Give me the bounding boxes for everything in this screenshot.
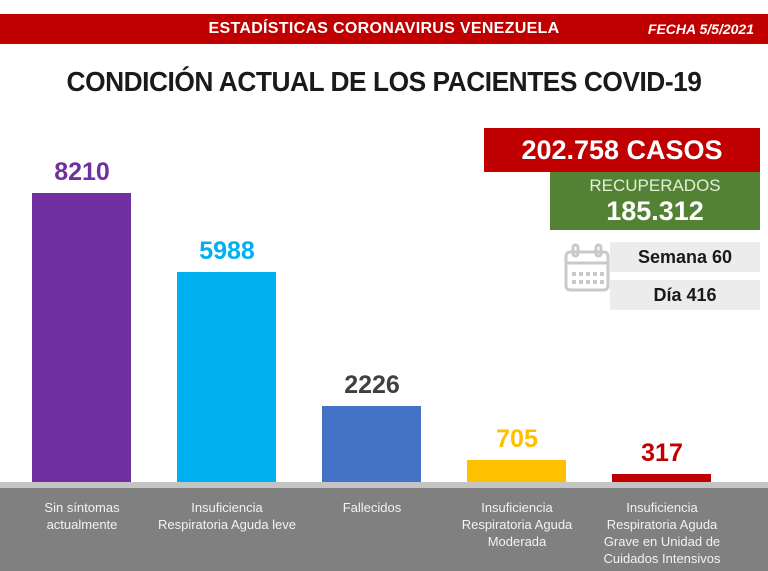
total-cases-value: 202.758 CASOS: [521, 134, 723, 165]
category-label-line: actualmente: [46, 517, 118, 532]
category-label: Sin síntomas actualmente: [10, 499, 155, 533]
banner-title: ESTADÍSTICAS CORONAVIRUS VENEZUELA: [208, 20, 560, 37]
category-label-line: Respiratoria Aguda: [461, 517, 573, 532]
week-panel: Semana 60: [610, 242, 760, 272]
bar-value-label: 317: [641, 439, 683, 467]
category-label-line: Fallecidos: [342, 500, 402, 515]
category-label-line: Grave en Unidad de: [603, 534, 721, 549]
category-label: Insuficiencia Respiratoria Aguda Moderada: [445, 499, 590, 550]
x-axis-line: [0, 482, 768, 488]
category-label-line: Insuficiencia: [626, 500, 698, 515]
category-label: Insuficiencia Respiratoria Aguda leve: [155, 499, 300, 533]
category-label-line: Moderada: [487, 534, 547, 549]
category-label-line: Sin síntomas: [44, 500, 120, 515]
category-axis-band: Sin síntomas actualmente Insuficiencia Resp…: [0, 488, 768, 571]
week-label: Semana 60: [637, 246, 733, 267]
chart-bar: [612, 474, 711, 485]
calendar-icon: [560, 240, 614, 298]
category-label-line: Cuidados Intensivos: [603, 551, 721, 566]
page-title: CONDICIÓN ACTUAL DE LOS PACIENTES COVID-…: [66, 66, 702, 97]
category-label: Insuficiencia Respiratoria Aguda Grave en …: [590, 499, 735, 567]
bar-value-label: 705: [496, 425, 538, 453]
day-label: Día 416: [653, 284, 717, 305]
category-label-line: Respiratoria Aguda: [606, 517, 718, 532]
top-banner: ESTADÍSTICAS CORONAVIRUS VENEZUELA FECHA…: [0, 14, 768, 44]
bar-value-label: 5988: [199, 237, 255, 265]
recovered-value: 185.312: [606, 196, 704, 226]
bar-value-label: 8210: [54, 158, 110, 186]
category-label-line: Respiratoria Aguda leve: [157, 517, 297, 532]
bar-chart: 8210 5988 2226 705 317: [32, 158, 711, 485]
chart-bar: [32, 193, 131, 485]
category-label-line: Insuficiencia: [481, 500, 553, 515]
total-cases-panel: 202.758 CASOS: [484, 128, 760, 172]
recovered-panel: RECUPERADOS 185.312: [550, 172, 760, 230]
category-label: Fallecidos: [300, 499, 445, 516]
chart-bar: [467, 460, 566, 485]
banner-date: FECHA 5/5/2021: [647, 21, 754, 37]
day-panel: Día 416: [610, 280, 760, 310]
chart-bar: [322, 406, 421, 485]
chart-bar: [177, 272, 276, 485]
category-label-line: Insuficiencia: [191, 500, 263, 515]
recovered-label: RECUPERADOS: [589, 176, 721, 195]
bar-value-label: 2226: [344, 371, 400, 399]
